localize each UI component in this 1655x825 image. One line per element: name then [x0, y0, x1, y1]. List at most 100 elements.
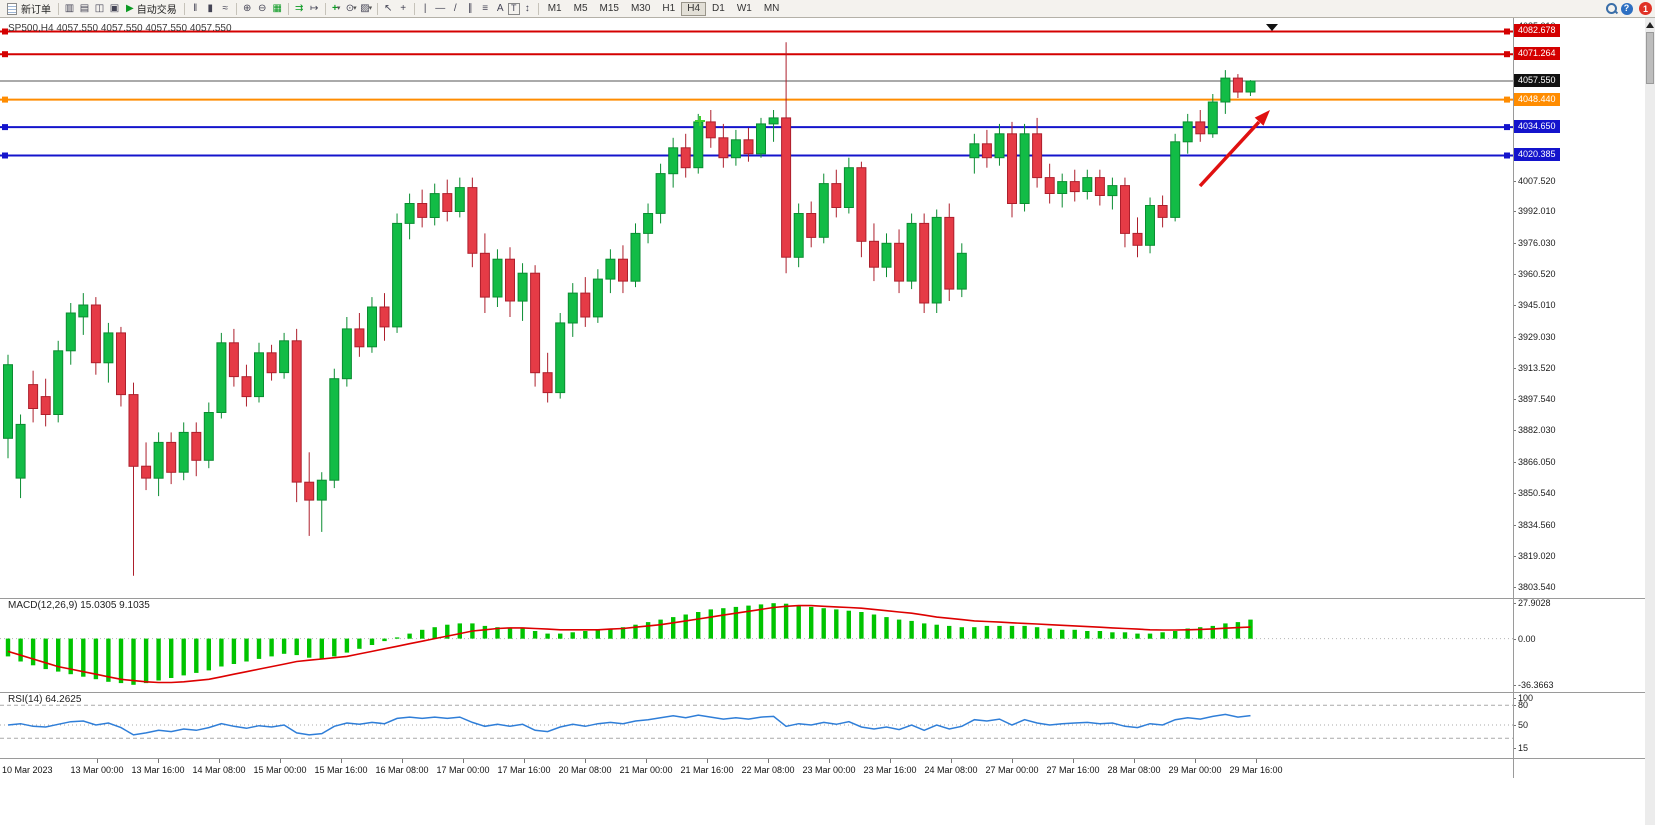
indicators-button[interactable]: + ▾ — [332, 2, 341, 14]
timeframe-button-h4[interactable]: H4 — [681, 1, 707, 16]
timeframe-button-m30[interactable]: M30 — [630, 3, 651, 14]
time-axis-tick — [219, 759, 220, 763]
price-axis-label: 3866.050 — [1513, 457, 1556, 468]
navigator-icon[interactable]: ◫ — [94, 2, 105, 14]
time-axis-tick — [463, 759, 464, 763]
time-axis-label: 17 Mar 16:00 — [497, 765, 551, 775]
time-axis-tick — [524, 759, 525, 763]
bars-chart-icon[interactable]: ‖ — [193, 2, 198, 14]
main-toolbar: 新订单 ▥ ▤ ◫ ▣ ▶ 自动交易 ‖ ▮ ≈ ⊕ ⊖ ▦ ⇉ ↦ + ▾ ⊙ ▾… — [0, 0, 1655, 18]
rsi-label: RSI(14) 64.2625 — [8, 694, 82, 705]
horizontal-price-line[interactable] — [0, 51, 1513, 58]
time-axis-tick — [1012, 759, 1013, 763]
time-axis-label: 22 Mar 08:00 — [741, 765, 795, 775]
notification-badge[interactable]: 1 — [1639, 2, 1652, 15]
time-axis-separator — [0, 758, 1645, 759]
price-axis-label: 3850.540 — [1513, 488, 1556, 499]
rsi-panel-canvas[interactable] — [0, 692, 1513, 758]
chart-shift-marker[interactable] — [1266, 24, 1278, 31]
macd-panel-separator[interactable] — [0, 598, 1645, 599]
toolbar-separator — [287, 2, 289, 15]
zoom-out-icon[interactable]: ⊖ — [258, 2, 267, 14]
trendline-icon[interactable]: / — [453, 2, 457, 14]
chart-shift-icon[interactable]: ↦ — [310, 2, 319, 14]
time-axis-tick — [402, 759, 403, 763]
rsi-scale-label: 80 — [1512, 700, 1529, 711]
macd-signal-line — [7, 604, 1251, 684]
play-icon: ▶ — [126, 3, 134, 14]
time-axis-label: 15 Mar 00:00 — [253, 765, 307, 775]
time-axis-tick — [768, 759, 769, 763]
price-axis-label: 3897.540 — [1513, 394, 1556, 405]
candles[interactable] — [3, 42, 1256, 576]
label-tool-icon[interactable]: T — [507, 2, 520, 15]
time-axis-label: 27 Mar 00:00 — [985, 765, 1039, 775]
search-icon[interactable] — [1604, 2, 1619, 16]
text-tool-icon[interactable]: A — [496, 2, 504, 14]
timeframe-button-h1[interactable]: H1 — [662, 3, 676, 14]
new-order-label: 新订单 — [21, 5, 51, 16]
time-axis-label: 29 Mar 00:00 — [1168, 765, 1222, 775]
market-watch-icon[interactable]: ▥ — [64, 2, 75, 14]
cursor-icon[interactable]: ↖ — [384, 2, 393, 14]
macd-panel-canvas[interactable] — [0, 598, 1513, 692]
new-order-button[interactable]: 新订单 — [3, 1, 55, 16]
time-axis-tick — [1134, 759, 1135, 763]
fibonacci-icon[interactable]: ≡ — [482, 2, 489, 14]
macd-histogram — [5, 603, 1253, 685]
time-axis-label: 13 Mar 16:00 — [131, 765, 185, 775]
scroll-up-arrow-icon[interactable] — [1646, 22, 1654, 28]
timeframe-button-w1[interactable]: W1 — [736, 3, 752, 14]
channel-icon[interactable]: ∥ — [467, 2, 473, 14]
templates-button[interactable]: ▨ ▾ — [360, 2, 373, 14]
rsi-panel-separator[interactable] — [0, 692, 1645, 693]
time-axis-tick — [1195, 759, 1196, 763]
macd-label: MACD(12,26,9) 15.0305 9.1035 — [8, 600, 150, 611]
trend-arrow-annotation[interactable] — [1198, 110, 1270, 188]
auto-trading-label: 自动交易 — [136, 5, 177, 16]
price-axis-label: 3834.560 — [1513, 519, 1556, 530]
time-axis-tick — [646, 759, 647, 763]
price-axis-label: 3960.520 — [1513, 269, 1556, 280]
price-axis-label: 3929.030 — [1513, 331, 1556, 342]
auto-trading-button[interactable]: ▶ 自动交易 — [122, 1, 181, 16]
horizontal-price-line[interactable] — [0, 96, 1513, 103]
price-axis-label: 3976.030 — [1513, 238, 1556, 249]
price-level-badge: 4057.550 — [1514, 74, 1560, 88]
time-axis-tick — [280, 759, 281, 763]
periods-button[interactable]: ⊙ ▾ — [345, 2, 357, 14]
zoom-in-icon[interactable]: ⊕ — [243, 2, 252, 14]
time-axis-tick — [1256, 759, 1257, 763]
timeframe-button-m1[interactable]: M1 — [547, 3, 562, 14]
horizontal-price-line[interactable] — [0, 152, 1513, 159]
price-axis-label: 3803.540 — [1513, 581, 1556, 592]
tile-windows-icon[interactable]: ▦ — [272, 2, 282, 14]
time-axis[interactable]: 10 Mar 2023 13 Mar 00:00 13 Mar 16:00 14 Ma… — [0, 758, 1645, 780]
plus-marker[interactable] — [695, 116, 705, 126]
help-icon[interactable]: ? — [1619, 2, 1634, 16]
horizontal-line-icon[interactable]: — — [435, 2, 446, 14]
price-level-badge: 4034.650 — [1514, 120, 1560, 134]
vertical-scrollbar[interactable] — [1645, 18, 1655, 825]
timeframe-button-d1[interactable]: D1 — [712, 3, 725, 14]
price-axis-label: 3945.010 — [1513, 299, 1556, 310]
time-axis-label: 13 Mar 00:00 — [70, 765, 124, 775]
data-window-icon[interactable]: ▤ — [79, 2, 90, 14]
candles-chart-icon[interactable]: ▮ — [207, 2, 213, 14]
new-order-icon — [7, 2, 17, 15]
vertical-line-icon[interactable]: | — [423, 2, 427, 14]
timeframe-button-m15[interactable]: M15 — [599, 3, 619, 14]
time-axis-label: 28 Mar 08:00 — [1107, 765, 1161, 775]
scrollbar-thumb[interactable] — [1646, 32, 1654, 84]
toolbar-separator — [183, 2, 185, 15]
line-chart-icon[interactable]: ≈ — [222, 2, 228, 14]
crosshair-icon[interactable]: + — [400, 2, 407, 14]
horizontal-price-line[interactable] — [0, 28, 1513, 35]
terminal-icon[interactable]: ▣ — [109, 2, 120, 14]
timeframe-button-mn[interactable]: MN — [763, 3, 780, 14]
price-axis-label: 3913.520 — [1513, 362, 1556, 373]
timeframe-button-m5[interactable]: M5 — [573, 3, 588, 14]
auto-scroll-icon[interactable]: ⇉ — [295, 2, 304, 14]
arrows-tool-icon[interactable]: ↕ — [524, 2, 530, 14]
price-chart-canvas[interactable] — [0, 18, 1513, 598]
